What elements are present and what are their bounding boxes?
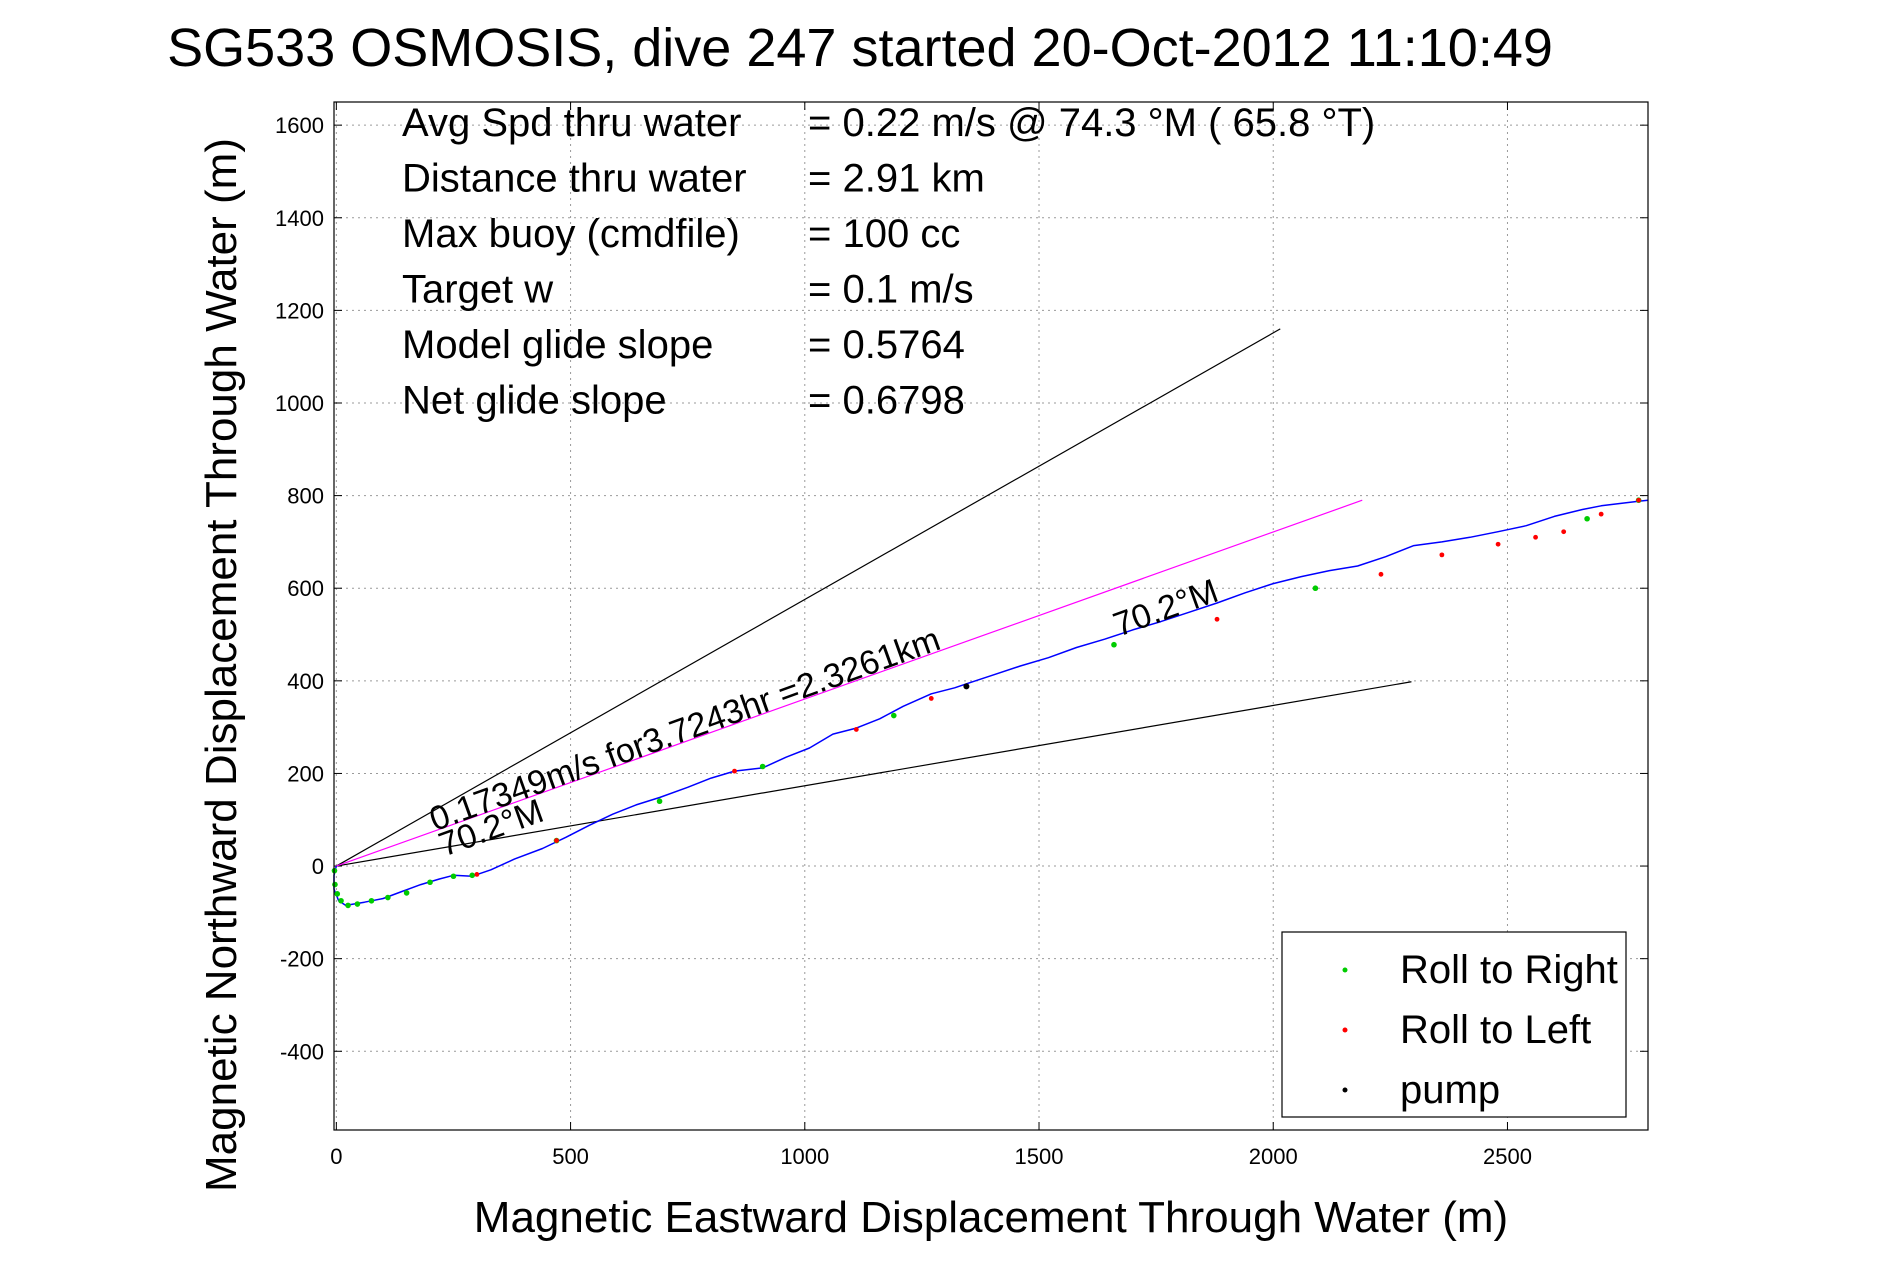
legend-item-label: pump [1400,1068,1500,1112]
legend-item-label: Roll to Left [1400,1008,1591,1052]
roll-right-marker [332,881,338,888]
stat-label: Model glide slope [402,323,713,367]
roll-left-marker [1378,571,1384,577]
roll-right-marker [450,873,457,880]
roll-right-marker [656,798,663,805]
roll-right-marker [759,763,766,770]
dive-statistics: Avg Spd thru water = 0.22 m/s @ 74.3 °M (… [402,101,1375,423]
stat-label: Avg Spd thru water [402,101,741,145]
x-tick-label: 0 [330,1144,342,1169]
roll-right-marker [403,890,410,896]
y-tick-label: 600 [287,576,324,601]
roll-right-marker [385,894,391,901]
reference-line [336,681,1412,867]
y-tick-label: 0 [312,854,324,879]
stat-label: Max buoy (cmdfile) [402,212,740,256]
track-series [333,499,1649,907]
stat-label: Target w [402,268,553,312]
roll-right-marker [469,872,475,879]
roll-left-marker [1598,511,1604,517]
pump-marker [963,683,970,690]
roll-right-marker [427,879,433,886]
x-axis-label: Magnetic Eastward Displacement Through W… [474,1193,1508,1242]
roll-right-marker [1584,515,1590,522]
roll-right-marker [368,897,375,904]
y-axis-label: Magnetic Northward Displacement Through … [197,138,246,1192]
x-tick-label: 2500 [1483,1144,1532,1169]
y-tick-label: 1200 [275,298,324,323]
x-tick-label: 500 [552,1144,589,1169]
stat-value: = 100 cc [808,212,960,256]
roll-left-marker [1214,616,1220,622]
roll-right-marker [890,712,897,719]
y-tick-label: 800 [287,484,324,509]
roll-right-marker [1312,585,1319,592]
axis-ticks: 0 500 1000 1500 2000 2500 -400 -200 0 200 400 600 80… [275,102,1648,1169]
y-tick-label: 1000 [275,391,324,416]
roll-left-marker [1533,534,1538,540]
roll-left-marker [1439,552,1445,558]
roll-left-marker [928,696,934,701]
roll-markers [331,497,1642,909]
roll-left-marker [853,727,859,732]
chart-title: SG533 OSMOSIS, dive 247 started 20-Oct-2… [167,18,1553,78]
stat-value: = 0.1 m/s [808,268,974,312]
stat-label: Distance thru water [402,157,747,201]
stat-label: Net glide slope [402,379,667,423]
roll-right-marker [1111,641,1117,648]
roll-right-marker [345,902,351,909]
stat-value: = 0.6798 [808,379,965,423]
roll-left-marker [1561,529,1567,535]
legend-marker [1342,1027,1348,1033]
roll-left-marker [554,838,559,843]
x-tick-label: 1500 [1015,1144,1064,1169]
roll-right-marker [354,901,361,907]
reference-lines [336,328,1412,867]
roll-left-marker [474,871,480,877]
stat-value: = 0.22 m/s @ 74.3 °M ( 65.8 °T) [808,101,1375,145]
roll-right-marker [334,891,341,897]
x-tick-label: 1000 [780,1144,829,1169]
roll-left-marker [732,768,737,774]
roll-right-marker [338,897,344,904]
roll-left-marker [1495,541,1501,547]
roll-left-marker [1636,497,1642,503]
y-tick-label: -400 [280,1039,324,1064]
annotations: 0.17349m/s for3.7243hr =2.3261km70.2°M70… [425,572,1224,864]
legend: Roll to Right Roll to Left pump [1281,931,1627,1118]
legend-marker [1342,967,1348,973]
legend-marker [1342,1087,1348,1093]
legend-item-label: Roll to Right [1400,948,1618,992]
reference-line [336,499,1363,867]
reference-line [336,328,1281,867]
stat-value: = 2.91 km [808,157,985,201]
y-tick-label: -200 [280,947,324,972]
x-tick-label: 2000 [1249,1144,1298,1169]
track-line [333,499,1649,907]
y-tick-label: 400 [287,669,324,694]
y-tick-label: 1400 [275,206,324,231]
y-tick-label: 200 [287,761,324,786]
stat-value: = 0.5764 [808,323,965,367]
y-tick-label: 1600 [275,113,324,138]
annotation-label: 70.2°M [1108,572,1223,644]
legend-box [1281,931,1627,1118]
plot-frame [333,101,1649,1131]
